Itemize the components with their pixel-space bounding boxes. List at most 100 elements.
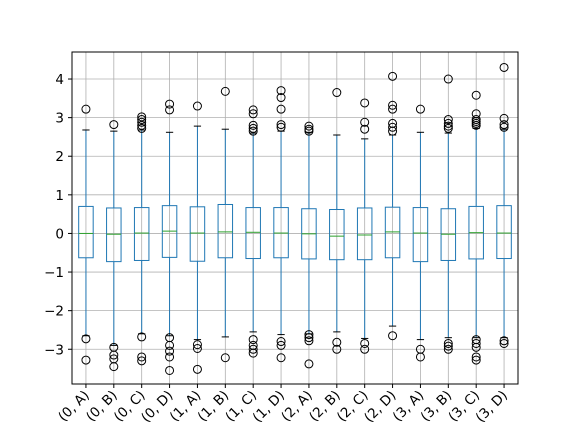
flier-point xyxy=(248,120,258,130)
flier-point xyxy=(165,340,175,350)
x-tick-label: (1, D) xyxy=(250,388,288,426)
flier-point xyxy=(499,120,509,130)
x-tick-label: (2, B) xyxy=(306,388,343,425)
x-tick-label: (3, D) xyxy=(473,388,511,426)
flier-point xyxy=(276,104,286,114)
iqr-box xyxy=(106,207,122,263)
x-tick-label: (0, B) xyxy=(83,388,120,425)
flier-point xyxy=(332,344,342,354)
iqr-box xyxy=(384,206,401,259)
flier-point xyxy=(248,126,258,136)
flier-point xyxy=(499,122,509,132)
flier-point xyxy=(248,344,258,354)
flier-point xyxy=(137,352,147,362)
flier-point xyxy=(192,364,202,374)
y-tick-label: −2 xyxy=(44,304,64,320)
box-group-2 xyxy=(133,112,150,366)
x-tick-label: (2, D) xyxy=(361,388,399,426)
flier-point xyxy=(81,334,91,344)
flier-point xyxy=(443,121,453,131)
flier-point xyxy=(109,120,119,130)
flier-point xyxy=(443,115,453,125)
x-tick-label: (1, A) xyxy=(167,388,204,425)
y-tick-label: 4 xyxy=(55,72,64,88)
flier-point xyxy=(443,338,453,348)
flier-point xyxy=(360,344,370,354)
y-tick-label: 2 xyxy=(55,149,64,165)
iqr-box xyxy=(78,205,94,259)
flier-point xyxy=(388,126,398,136)
flier-point xyxy=(304,333,314,343)
flier-point xyxy=(165,99,175,109)
flier-point xyxy=(276,86,286,96)
flier-point xyxy=(220,353,230,363)
flier-point xyxy=(248,105,258,115)
iqr-box xyxy=(245,207,261,260)
flier-point xyxy=(443,123,453,133)
box-group-3 xyxy=(161,99,178,375)
flier-point xyxy=(165,105,175,115)
flier-point xyxy=(443,344,453,354)
flier-point xyxy=(165,365,175,375)
flier-point xyxy=(304,121,314,131)
flier-point xyxy=(471,355,481,365)
box-group-10 xyxy=(356,98,373,354)
flier-point xyxy=(304,336,314,346)
flier-point xyxy=(137,120,147,130)
flier-point xyxy=(443,341,453,351)
flier-point xyxy=(220,86,230,96)
x-tick-label: (2, A) xyxy=(278,388,315,425)
box-group-5 xyxy=(217,86,234,363)
flier-point xyxy=(137,356,147,366)
axes-frame xyxy=(71,51,519,385)
flier-point xyxy=(415,104,425,114)
box-group-15 xyxy=(496,62,512,348)
iqr-box xyxy=(496,205,512,260)
iqr-box xyxy=(356,207,373,261)
y-tick-label: 3 xyxy=(55,111,64,127)
flier-point xyxy=(360,98,370,108)
box-group-7 xyxy=(273,86,289,363)
box-group-9 xyxy=(329,88,345,354)
box-group-13 xyxy=(440,74,457,354)
box-group-4 xyxy=(189,101,206,374)
flier-point xyxy=(499,62,509,72)
flier-point xyxy=(137,117,147,127)
flier-point xyxy=(248,335,258,345)
flier-point xyxy=(360,124,370,134)
iqr-box xyxy=(217,203,234,259)
flier-point xyxy=(471,338,481,348)
flier-point xyxy=(248,109,258,119)
flier-point xyxy=(248,123,258,133)
box-group-12 xyxy=(412,104,429,362)
flier-point xyxy=(388,71,398,81)
flier-point xyxy=(137,123,147,133)
y-tick-label: 1 xyxy=(55,188,64,204)
flier-point xyxy=(109,362,119,372)
flier-point xyxy=(276,353,286,363)
flier-point xyxy=(443,74,453,84)
flier-point xyxy=(499,113,509,123)
box-group-8 xyxy=(301,121,317,369)
flier-point xyxy=(192,343,202,353)
flier-point xyxy=(192,340,202,350)
flier-point xyxy=(360,117,370,127)
flier-point xyxy=(276,122,286,132)
x-tick-label: (0, D) xyxy=(138,388,176,426)
flier-point xyxy=(137,332,147,342)
box-group-0 xyxy=(78,104,94,365)
flier-point xyxy=(332,337,342,347)
box-group-1 xyxy=(106,120,122,372)
flier-point xyxy=(332,88,342,98)
flier-point xyxy=(276,120,286,130)
flier-point xyxy=(304,359,314,369)
flier-point xyxy=(360,338,370,348)
flier-point xyxy=(415,352,425,362)
iqr-box xyxy=(412,207,429,263)
flier-point xyxy=(471,120,481,130)
box-group-14 xyxy=(468,90,484,365)
x-tick-label: (3, B) xyxy=(418,388,455,425)
flier-point xyxy=(499,336,509,346)
flier-point xyxy=(388,331,398,341)
